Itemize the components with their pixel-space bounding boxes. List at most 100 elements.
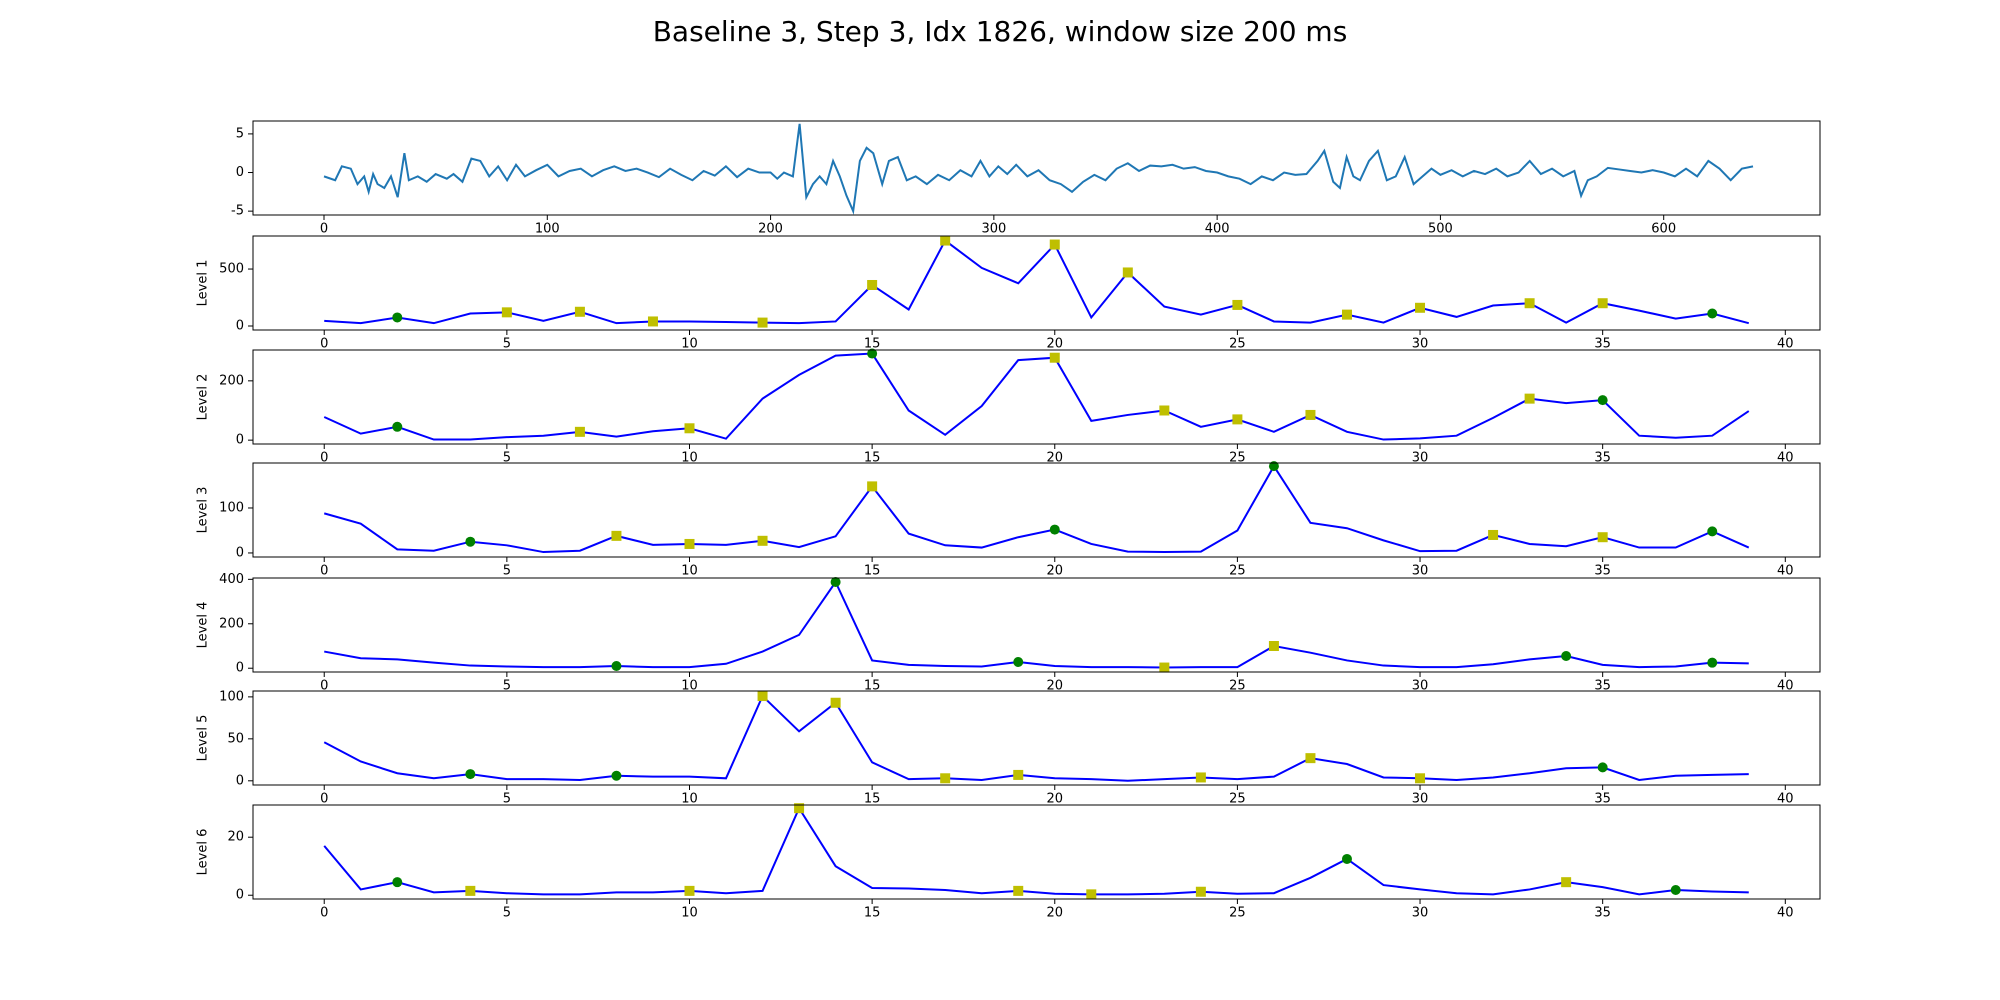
marker-circle xyxy=(465,536,476,547)
marker-square xyxy=(757,317,768,328)
x-tick-label: 25 xyxy=(1229,564,1246,579)
marker-circle xyxy=(465,769,476,780)
x-tick-label: 5 xyxy=(503,451,511,466)
data-line xyxy=(323,464,1750,554)
marker-circle xyxy=(867,348,878,359)
axes-frame xyxy=(252,349,1821,445)
x-tick-label: 35 xyxy=(1594,451,1611,466)
x-tick-label: 10 xyxy=(681,906,698,921)
marker-square xyxy=(940,235,951,246)
x-tick-label: 600 xyxy=(1651,222,1676,237)
x-tick-label: 25 xyxy=(1229,679,1246,694)
x-tick-label: 30 xyxy=(1412,451,1429,466)
x-tick-label: 0 xyxy=(320,906,328,921)
marker-circle xyxy=(830,577,841,587)
marker-square xyxy=(1086,889,1097,900)
x-tick-label: 15 xyxy=(864,679,881,694)
marker-circle xyxy=(1707,657,1718,668)
marker-square xyxy=(574,426,585,437)
marker-square xyxy=(501,307,512,318)
x-tick-label: 400 xyxy=(1205,222,1230,237)
y-tick-label: 0 xyxy=(236,545,244,560)
marker-square xyxy=(1415,302,1426,313)
x-tick-label: 40 xyxy=(1777,906,1794,921)
marker-circle xyxy=(1049,524,1060,535)
marker-square xyxy=(757,535,768,546)
x-tick-label: 35 xyxy=(1594,564,1611,579)
y-tick-label: 0 xyxy=(236,661,244,676)
marker-circle xyxy=(1341,853,1352,864)
x-tick-label: 25 xyxy=(1229,792,1246,807)
panel: 0 5 10 15 20 25 30 35 40 0 200 Level 2 xyxy=(196,348,1821,466)
data-line xyxy=(324,239,1750,325)
x-tick-label: 35 xyxy=(1594,337,1611,352)
marker-square xyxy=(1195,772,1206,783)
marker-circle xyxy=(1670,885,1681,896)
x-tick-label: 40 xyxy=(1777,337,1794,352)
x-tick-label: 30 xyxy=(1412,679,1429,694)
marker-square xyxy=(1195,886,1206,897)
marker-square xyxy=(1232,299,1243,310)
marker-square xyxy=(574,306,585,317)
panel: 0 100 200 300 400 500 600 -5 0 5 xyxy=(231,120,1821,237)
x-tick-label: 30 xyxy=(1412,792,1429,807)
x-tick-label: 40 xyxy=(1777,564,1794,579)
x-tick-label: 10 xyxy=(681,564,698,579)
marker-square xyxy=(867,279,878,290)
x-tick-label: 300 xyxy=(981,222,1006,237)
marker-circle xyxy=(1707,526,1718,537)
x-tick-label: 20 xyxy=(1046,679,1063,694)
marker-square xyxy=(1488,529,1499,540)
panel: 0 5 10 15 20 25 30 35 40 0 100 Level 3 xyxy=(196,461,1821,579)
x-tick-label: 20 xyxy=(1046,451,1063,466)
y-axis-label: Level 5 xyxy=(196,715,211,762)
axes-frame xyxy=(252,690,1821,786)
x-tick-label: 0 xyxy=(320,564,328,579)
x-tick-label: 100 xyxy=(535,222,560,237)
x-tick-label: 30 xyxy=(1412,906,1429,921)
y-tick-label: 200 xyxy=(219,373,244,388)
panel: 0 5 10 15 20 25 30 35 40 0 20 Level 6 xyxy=(196,803,1821,921)
y-tick-label: 5 xyxy=(236,126,244,141)
marker-square xyxy=(794,803,805,814)
marker-square xyxy=(1415,773,1426,784)
marker-square xyxy=(1524,298,1535,309)
x-tick-label: 15 xyxy=(864,451,881,466)
x-tick-label: 35 xyxy=(1594,679,1611,694)
marker-square xyxy=(1561,877,1572,888)
data-line xyxy=(324,579,1749,669)
x-tick-label: 20 xyxy=(1046,906,1063,921)
x-tick-label: 35 xyxy=(1594,792,1611,807)
data-line xyxy=(323,806,1749,896)
marker-square xyxy=(1597,532,1608,543)
x-tick-label: 5 xyxy=(503,906,511,921)
x-tick-label: 30 xyxy=(1412,564,1429,579)
y-tick-label: 0 xyxy=(236,165,244,180)
marker-circle xyxy=(392,312,403,323)
y-tick-label: 200 xyxy=(219,616,244,631)
marker-square xyxy=(1268,641,1279,651)
marker-square xyxy=(830,697,841,708)
y-tick-label: 100 xyxy=(219,689,244,704)
data-line xyxy=(323,123,1754,215)
marker-square xyxy=(684,885,695,896)
y-axis-label: Level 2 xyxy=(196,374,211,421)
marker-circle xyxy=(1268,461,1279,472)
x-tick-label: 10 xyxy=(681,451,698,466)
x-tick-label: 0 xyxy=(320,222,328,237)
x-tick-label: 10 xyxy=(681,792,698,807)
y-tick-label: 0 xyxy=(236,888,244,903)
x-tick-label: 0 xyxy=(320,451,328,466)
x-tick-label: 25 xyxy=(1229,337,1246,352)
x-tick-label: 200 xyxy=(758,222,783,237)
x-tick-label: 20 xyxy=(1046,337,1063,352)
x-tick-label: 5 xyxy=(503,679,511,694)
x-tick-label: 0 xyxy=(320,679,328,694)
axes-frame xyxy=(252,804,1821,900)
x-tick-label: 25 xyxy=(1229,451,1246,466)
marker-square xyxy=(867,481,878,492)
marker-square xyxy=(1013,769,1024,780)
